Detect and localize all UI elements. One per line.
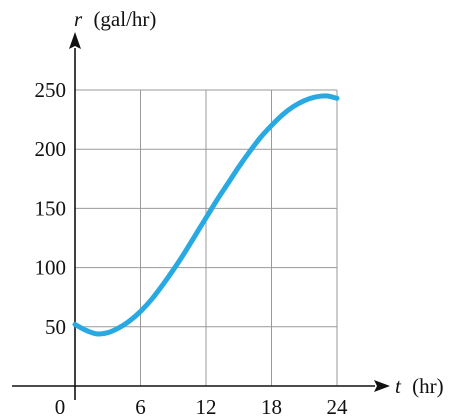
origin-label: 0 bbox=[55, 395, 66, 419]
x-tick-label-1: 12 bbox=[196, 395, 217, 419]
x-axis-variable: t bbox=[395, 374, 402, 398]
y-tick-labels: 50 100 150 200 250 bbox=[35, 78, 67, 339]
grid-lines bbox=[75, 89, 338, 386]
y-axis-variable: r bbox=[74, 7, 83, 31]
y-axis-title: r (gal/hr) bbox=[74, 7, 156, 31]
y-axis-unit: (gal/hr) bbox=[93, 7, 156, 31]
x-tick-label-3: 24 bbox=[327, 395, 349, 419]
x-axis-title: t (hr) bbox=[395, 374, 444, 398]
y-tick-label-4: 250 bbox=[35, 78, 67, 102]
x-tick-label-0: 6 bbox=[135, 395, 146, 419]
x-axis-arrowhead bbox=[374, 380, 390, 392]
rate-curve bbox=[72, 93, 340, 337]
y-tick-label-3: 200 bbox=[35, 137, 67, 161]
x-axis-unit: (hr) bbox=[412, 374, 443, 398]
x-tick-labels: 6 12 18 24 bbox=[135, 395, 348, 419]
x-tick-label-2: 18 bbox=[261, 395, 282, 419]
y-axis-arrowhead bbox=[69, 32, 81, 49]
y-tick-label-0: 50 bbox=[45, 315, 66, 339]
y-tick-label-1: 100 bbox=[35, 256, 67, 280]
axes bbox=[12, 32, 390, 400]
y-tick-label-2: 150 bbox=[35, 196, 67, 220]
